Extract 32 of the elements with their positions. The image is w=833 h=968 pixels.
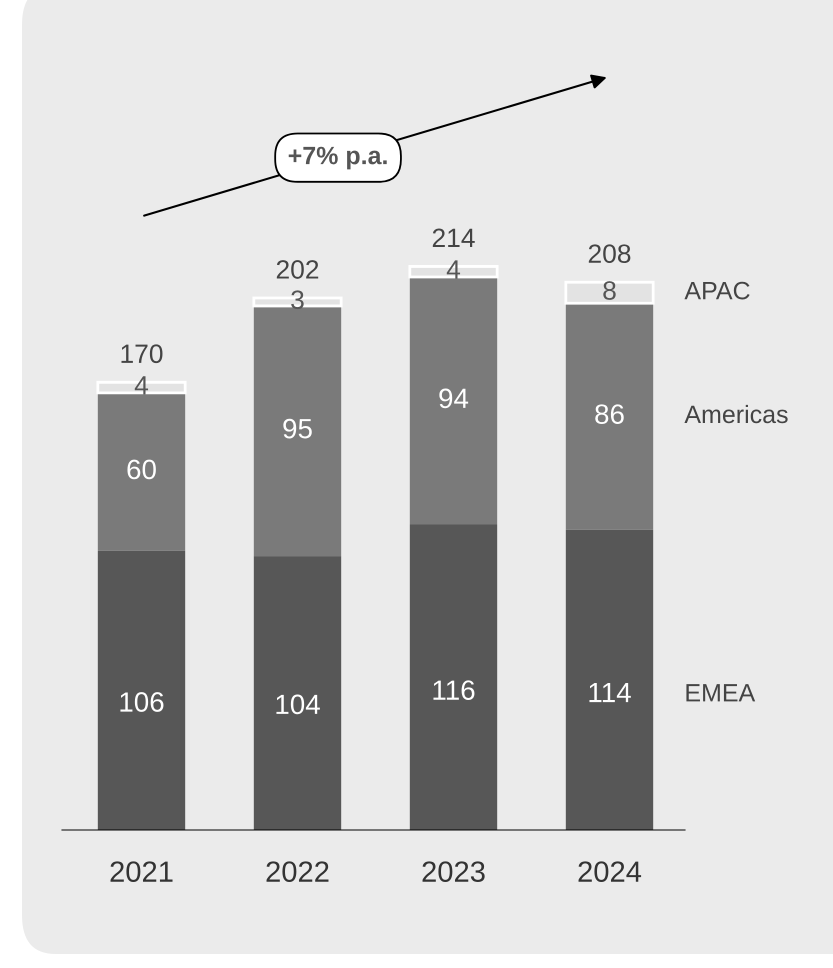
series-label: APAC: [684, 282, 750, 300]
bar: [564, 280, 655, 305]
text: +7% p.a.: [288, 146, 387, 170]
data-label: 116: [433, 680, 474, 700]
data-label: 104: [276, 694, 320, 714]
bar: [98, 392, 186, 551]
bar: [566, 530, 654, 830]
bar: [410, 524, 498, 830]
bar: [410, 276, 498, 525]
total-label: 170: [122, 344, 162, 364]
bar: [98, 550, 186, 830]
data-label: 95: [283, 418, 312, 438]
x-tick-label: 2022: [266, 861, 328, 882]
total-label: 208: [588, 244, 630, 264]
series-label: EMEA: [686, 684, 756, 702]
data-label: 4: [446, 260, 460, 279]
data-label: 86: [595, 404, 624, 424]
total-label: 214: [432, 228, 475, 247]
x-tick-label: 2023: [422, 861, 485, 882]
bar: [254, 556, 342, 830]
data-label: 106: [120, 692, 164, 712]
data-label: 3: [291, 290, 304, 310]
series-label: Americas: [684, 404, 788, 424]
data-label: 60: [127, 460, 156, 480]
bar: [566, 303, 654, 530]
data-label: 8: [603, 281, 616, 300]
data-label: 4: [134, 376, 148, 394]
data-label: 114: [589, 682, 631, 702]
x-tick-label: 2024: [578, 861, 642, 882]
x-tick-label: 2021: [110, 861, 173, 882]
total-label: 202: [276, 260, 318, 279]
data-label: 94: [439, 388, 468, 408]
